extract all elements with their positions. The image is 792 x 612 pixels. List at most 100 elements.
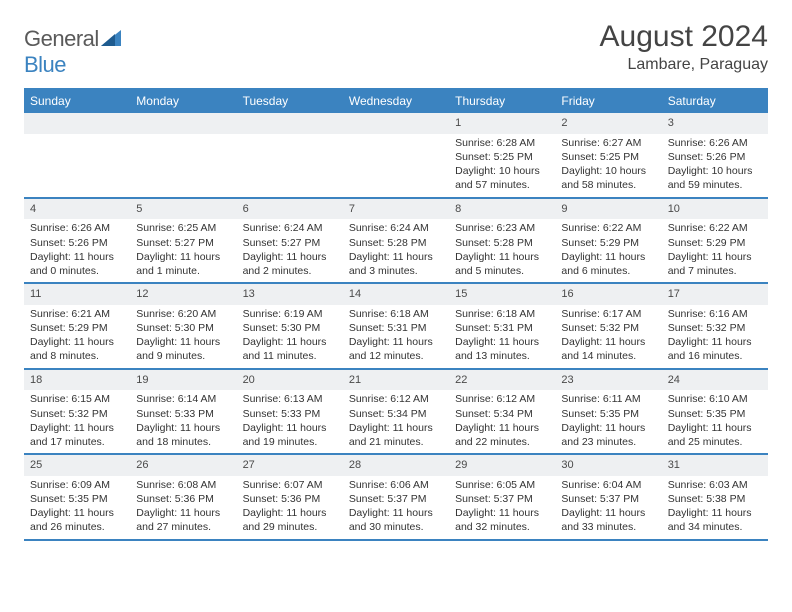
sunset-line: Sunset: 5:29 PM (30, 321, 124, 335)
daylight-line: Daylight: 11 hours (30, 335, 124, 349)
day-cell (130, 113, 236, 197)
day-cell: 29Sunrise: 6:05 AMSunset: 5:37 PMDayligh… (449, 455, 555, 539)
day-number: 28 (343, 455, 449, 476)
day-number: 7 (343, 199, 449, 220)
sunrise-line: Sunrise: 6:03 AM (668, 478, 762, 492)
sunset-line: Sunset: 5:38 PM (668, 492, 762, 506)
day-cell: 23Sunrise: 6:11 AMSunset: 5:35 PMDayligh… (555, 370, 661, 454)
daylight-line: Daylight: 11 hours (243, 335, 337, 349)
day-details: Sunrise: 6:12 AMSunset: 5:34 PMDaylight:… (449, 390, 555, 453)
sunset-line: Sunset: 5:37 PM (455, 492, 549, 506)
day-cell: 14Sunrise: 6:18 AMSunset: 5:31 PMDayligh… (343, 284, 449, 368)
daylight-line: and 2 minutes. (243, 264, 337, 278)
day-number: 6 (237, 199, 343, 220)
day-details: Sunrise: 6:23 AMSunset: 5:28 PMDaylight:… (449, 219, 555, 282)
day-details: Sunrise: 6:03 AMSunset: 5:38 PMDaylight:… (662, 476, 768, 539)
sunset-line: Sunset: 5:25 PM (561, 150, 655, 164)
day-number: 8 (449, 199, 555, 220)
day-details: Sunrise: 6:25 AMSunset: 5:27 PMDaylight:… (130, 219, 236, 282)
day-number-empty (24, 113, 130, 134)
day-details: Sunrise: 6:17 AMSunset: 5:32 PMDaylight:… (555, 305, 661, 368)
month-title: August 2024 (600, 20, 768, 54)
sunrise-line: Sunrise: 6:05 AM (455, 478, 549, 492)
daylight-line: and 59 minutes. (668, 178, 762, 192)
daylight-line: Daylight: 11 hours (349, 506, 443, 520)
day-number: 27 (237, 455, 343, 476)
daylight-line: Daylight: 10 hours (455, 164, 549, 178)
day-number: 24 (662, 370, 768, 391)
day-number: 15 (449, 284, 555, 305)
day-details: Sunrise: 6:26 AMSunset: 5:26 PMDaylight:… (24, 219, 130, 282)
daylight-line: and 8 minutes. (30, 349, 124, 363)
sunset-line: Sunset: 5:31 PM (455, 321, 549, 335)
day-number: 17 (662, 284, 768, 305)
daylight-line: and 33 minutes. (561, 520, 655, 534)
daylight-line: Daylight: 11 hours (561, 335, 655, 349)
sunset-line: Sunset: 5:32 PM (30, 407, 124, 421)
day-details: Sunrise: 6:16 AMSunset: 5:32 PMDaylight:… (662, 305, 768, 368)
sunset-line: Sunset: 5:27 PM (243, 236, 337, 250)
day-cell: 18Sunrise: 6:15 AMSunset: 5:32 PMDayligh… (24, 370, 130, 454)
sunset-line: Sunset: 5:35 PM (668, 407, 762, 421)
calendar-grid: SundayMondayTuesdayWednesdayThursdayFrid… (24, 88, 768, 541)
daylight-line: Daylight: 11 hours (349, 421, 443, 435)
day-cell: 5Sunrise: 6:25 AMSunset: 5:27 PMDaylight… (130, 199, 236, 283)
day-number: 1 (449, 113, 555, 134)
daylight-line: and 58 minutes. (561, 178, 655, 192)
sunset-line: Sunset: 5:31 PM (349, 321, 443, 335)
day-cell: 17Sunrise: 6:16 AMSunset: 5:32 PMDayligh… (662, 284, 768, 368)
day-number: 10 (662, 199, 768, 220)
day-number: 23 (555, 370, 661, 391)
day-number-empty (343, 113, 449, 134)
day-header: Monday (130, 89, 236, 113)
sunrise-line: Sunrise: 6:21 AM (30, 307, 124, 321)
daylight-line: Daylight: 11 hours (455, 250, 549, 264)
day-number: 31 (662, 455, 768, 476)
day-cell: 28Sunrise: 6:06 AMSunset: 5:37 PMDayligh… (343, 455, 449, 539)
daylight-line: Daylight: 10 hours (561, 164, 655, 178)
day-details: Sunrise: 6:06 AMSunset: 5:37 PMDaylight:… (343, 476, 449, 539)
day-header: Tuesday (237, 89, 343, 113)
daylight-line: Daylight: 11 hours (561, 250, 655, 264)
sunrise-line: Sunrise: 6:13 AM (243, 392, 337, 406)
sunset-line: Sunset: 5:35 PM (30, 492, 124, 506)
day-details: Sunrise: 6:04 AMSunset: 5:37 PMDaylight:… (555, 476, 661, 539)
week-row: 11Sunrise: 6:21 AMSunset: 5:29 PMDayligh… (24, 284, 768, 370)
daylight-line: Daylight: 11 hours (243, 250, 337, 264)
sunrise-line: Sunrise: 6:07 AM (243, 478, 337, 492)
sunrise-line: Sunrise: 6:22 AM (561, 221, 655, 235)
day-details: Sunrise: 6:09 AMSunset: 5:35 PMDaylight:… (24, 476, 130, 539)
daylight-line: and 12 minutes. (349, 349, 443, 363)
sunset-line: Sunset: 5:29 PM (668, 236, 762, 250)
day-number: 9 (555, 199, 661, 220)
daylight-line: and 6 minutes. (561, 264, 655, 278)
title-block: August 2024 Lambare, Paraguay (600, 20, 768, 74)
day-details: Sunrise: 6:08 AMSunset: 5:36 PMDaylight:… (130, 476, 236, 539)
day-cell (24, 113, 130, 197)
sunset-line: Sunset: 5:30 PM (136, 321, 230, 335)
daylight-line: and 29 minutes. (243, 520, 337, 534)
day-cell: 13Sunrise: 6:19 AMSunset: 5:30 PMDayligh… (237, 284, 343, 368)
location-label: Lambare, Paraguay (600, 56, 768, 74)
day-cell: 22Sunrise: 6:12 AMSunset: 5:34 PMDayligh… (449, 370, 555, 454)
day-details: Sunrise: 6:26 AMSunset: 5:26 PMDaylight:… (662, 134, 768, 197)
day-cell: 31Sunrise: 6:03 AMSunset: 5:38 PMDayligh… (662, 455, 768, 539)
day-details: Sunrise: 6:13 AMSunset: 5:33 PMDaylight:… (237, 390, 343, 453)
day-details: Sunrise: 6:14 AMSunset: 5:33 PMDaylight:… (130, 390, 236, 453)
sunset-line: Sunset: 5:35 PM (561, 407, 655, 421)
sunrise-line: Sunrise: 6:06 AM (349, 478, 443, 492)
logo-sail-icon (101, 26, 123, 51)
day-cell: 25Sunrise: 6:09 AMSunset: 5:35 PMDayligh… (24, 455, 130, 539)
day-number: 25 (24, 455, 130, 476)
sunrise-line: Sunrise: 6:24 AM (349, 221, 443, 235)
sunset-line: Sunset: 5:34 PM (349, 407, 443, 421)
sunrise-line: Sunrise: 6:15 AM (30, 392, 124, 406)
daylight-line: and 25 minutes. (668, 435, 762, 449)
sunrise-line: Sunrise: 6:12 AM (455, 392, 549, 406)
day-cell: 9Sunrise: 6:22 AMSunset: 5:29 PMDaylight… (555, 199, 661, 283)
daylight-line: and 32 minutes. (455, 520, 549, 534)
daylight-line: Daylight: 11 hours (136, 250, 230, 264)
daylight-line: Daylight: 11 hours (668, 250, 762, 264)
daylight-line: and 21 minutes. (349, 435, 443, 449)
day-number: 22 (449, 370, 555, 391)
